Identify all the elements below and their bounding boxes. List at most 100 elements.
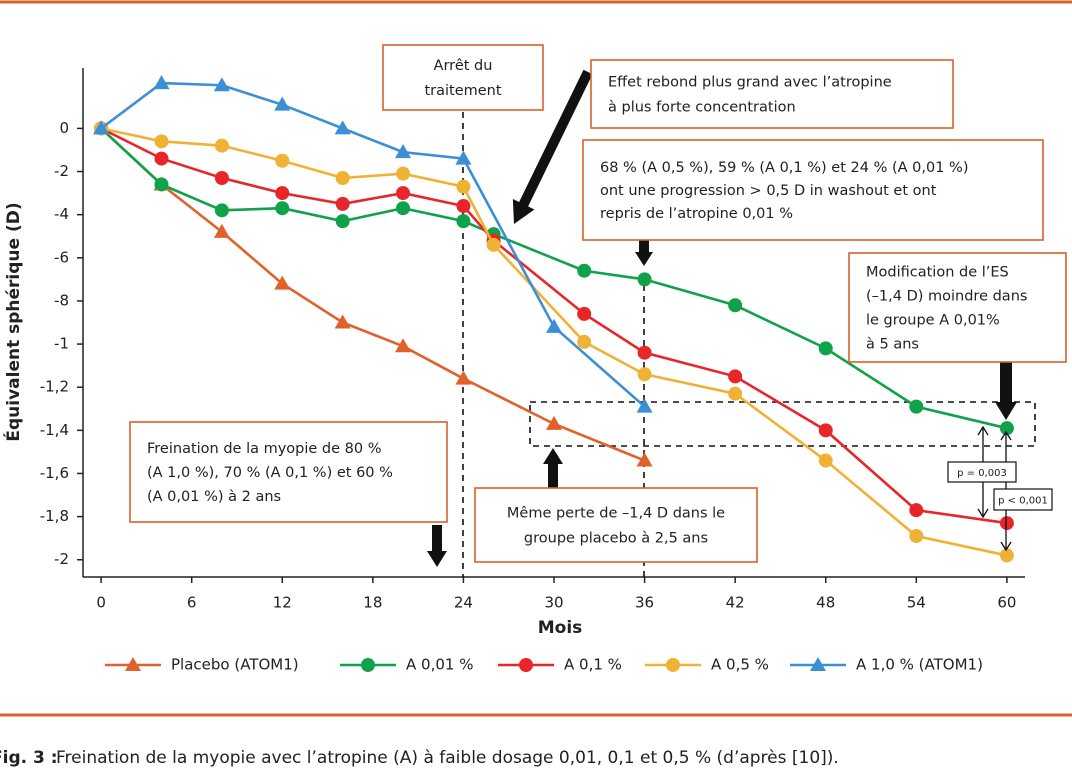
- point: [153, 75, 170, 90]
- point: [395, 338, 412, 353]
- x-tick-label: 24: [454, 594, 473, 612]
- x-tick-label: 18: [363, 594, 382, 612]
- annotation-text: ont une progression > 0,5 D in washout e…: [600, 183, 937, 199]
- annotation-box: [947, 461, 1017, 483]
- y-tick-label: -1,4: [40, 421, 69, 439]
- legend-label: Placebo (ATOM1): [171, 656, 299, 674]
- point: [93, 120, 110, 135]
- y-tick-label: -1,6: [40, 464, 69, 482]
- point: [213, 77, 230, 92]
- annotation-box: [129, 421, 448, 523]
- point: [818, 453, 833, 468]
- point: [818, 341, 833, 356]
- point: [637, 345, 652, 360]
- annotation-box: [382, 44, 544, 111]
- guide-box: [529, 401, 1036, 447]
- legend-marker: [361, 658, 375, 672]
- point: [636, 398, 653, 413]
- series-line: [100, 127, 646, 462]
- point: [154, 134, 169, 149]
- x-axis-title: Mois: [538, 618, 583, 638]
- point: [275, 186, 290, 201]
- point: [214, 170, 229, 185]
- x-tick-label: 54: [907, 594, 926, 612]
- point: [909, 503, 924, 518]
- point: [335, 214, 350, 229]
- point: [728, 369, 743, 384]
- point: [274, 96, 291, 111]
- annotation-text: Modification de l’ES: [866, 265, 1009, 281]
- point: [334, 120, 351, 135]
- point: [577, 306, 592, 321]
- p-bracket: [1000, 430, 1012, 441]
- annotation-text: (–1,4 D) moindre dans: [866, 289, 1027, 305]
- point: [396, 166, 411, 181]
- y-tick-label: -2: [54, 162, 69, 180]
- point: [275, 153, 290, 168]
- annotation-text: groupe placebo à 2,5 ans: [524, 531, 708, 547]
- point: [214, 138, 229, 153]
- y-tick-label: -2: [54, 550, 69, 568]
- point: [275, 201, 290, 216]
- legend-label: A 0,5 %: [711, 656, 769, 674]
- point: [728, 386, 743, 401]
- annotation-box: [590, 59, 954, 129]
- annotation-text: à plus forte concentration: [608, 100, 796, 116]
- caption-label: Fig. 3 :: [0, 748, 58, 768]
- point: [334, 314, 351, 329]
- point: [456, 214, 471, 229]
- point: [818, 423, 833, 438]
- annotation-text: Arrêt du: [434, 58, 493, 74]
- caption: Freination de la myopie avec l’atropine …: [56, 748, 839, 768]
- arrow: [995, 362, 1017, 420]
- annotation-text: traitement: [424, 83, 501, 99]
- legend-label: A 0,01 %: [406, 656, 473, 674]
- point: [335, 196, 350, 211]
- point: [213, 223, 230, 238]
- point: [154, 177, 169, 192]
- series-line: [100, 127, 1008, 557]
- annotation-text: le groupe A 0,01%: [866, 313, 1000, 329]
- annotation-text: (A 0,01 %) à 2 ans: [147, 489, 281, 505]
- x-tick-label: 6: [187, 594, 197, 612]
- x-tick-label: 30: [544, 594, 563, 612]
- p-bracket: [977, 425, 989, 436]
- annotation-text: Effet rebond plus grand avec l’atropine: [608, 75, 892, 91]
- series-line: [100, 127, 1008, 525]
- point: [637, 272, 652, 287]
- point: [396, 201, 411, 216]
- annotation-text: p < 0,001: [998, 496, 1048, 507]
- arrow: [543, 448, 563, 492]
- point: [728, 298, 743, 313]
- legend-marker: [519, 658, 533, 672]
- point: [909, 529, 924, 544]
- y-tick-label: -1: [54, 335, 69, 353]
- arrow: [635, 240, 653, 266]
- point: [636, 452, 653, 467]
- x-tick-label: 36: [635, 594, 654, 612]
- arrow: [512, 69, 593, 225]
- annotation-text: Freination de la myopie de 80 %: [147, 441, 382, 457]
- point: [455, 150, 472, 165]
- arrow: [427, 525, 447, 567]
- x-tick-label: 48: [816, 594, 835, 612]
- y-tick-label: -1,8: [40, 507, 69, 525]
- legend-marker: [810, 657, 826, 671]
- point: [395, 144, 412, 159]
- series-line: [100, 127, 1008, 430]
- y-tick-label: -8: [54, 291, 69, 309]
- point: [999, 548, 1014, 563]
- annotation-box: [474, 487, 758, 563]
- legend-marker: [125, 657, 141, 671]
- y-tick-label: -4: [54, 205, 69, 223]
- x-tick-label: 60: [997, 594, 1016, 612]
- y-tick-label: 0: [59, 119, 69, 137]
- annotation-box: [993, 488, 1053, 511]
- point: [456, 179, 471, 194]
- annotation-text: à 5 ans: [866, 337, 919, 353]
- point: [999, 516, 1014, 531]
- point: [154, 151, 169, 166]
- point: [546, 415, 562, 430]
- annotation-text: Même perte de –1,4 D dans le: [507, 506, 725, 522]
